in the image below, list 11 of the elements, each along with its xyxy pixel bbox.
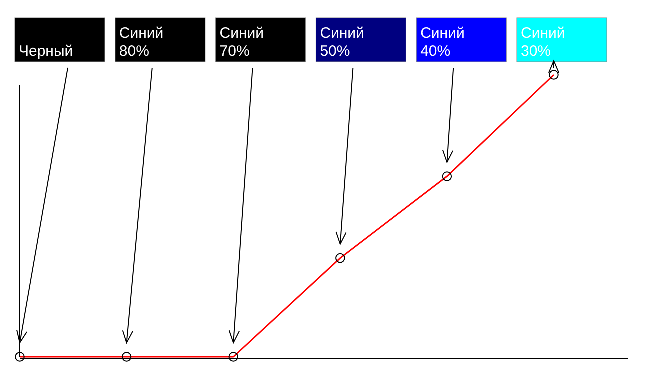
text: Синий 50% [320,25,364,60]
text: Синий 70% [220,25,264,60]
text: Синий 80% [119,25,164,60]
point [122,352,132,362]
point [336,253,346,264]
point [15,352,25,362]
text: Черный [19,43,74,60]
point [228,352,238,362]
point [442,172,452,182]
text: Синий 40% [420,25,465,60]
text: Синий 30% [521,25,566,60]
